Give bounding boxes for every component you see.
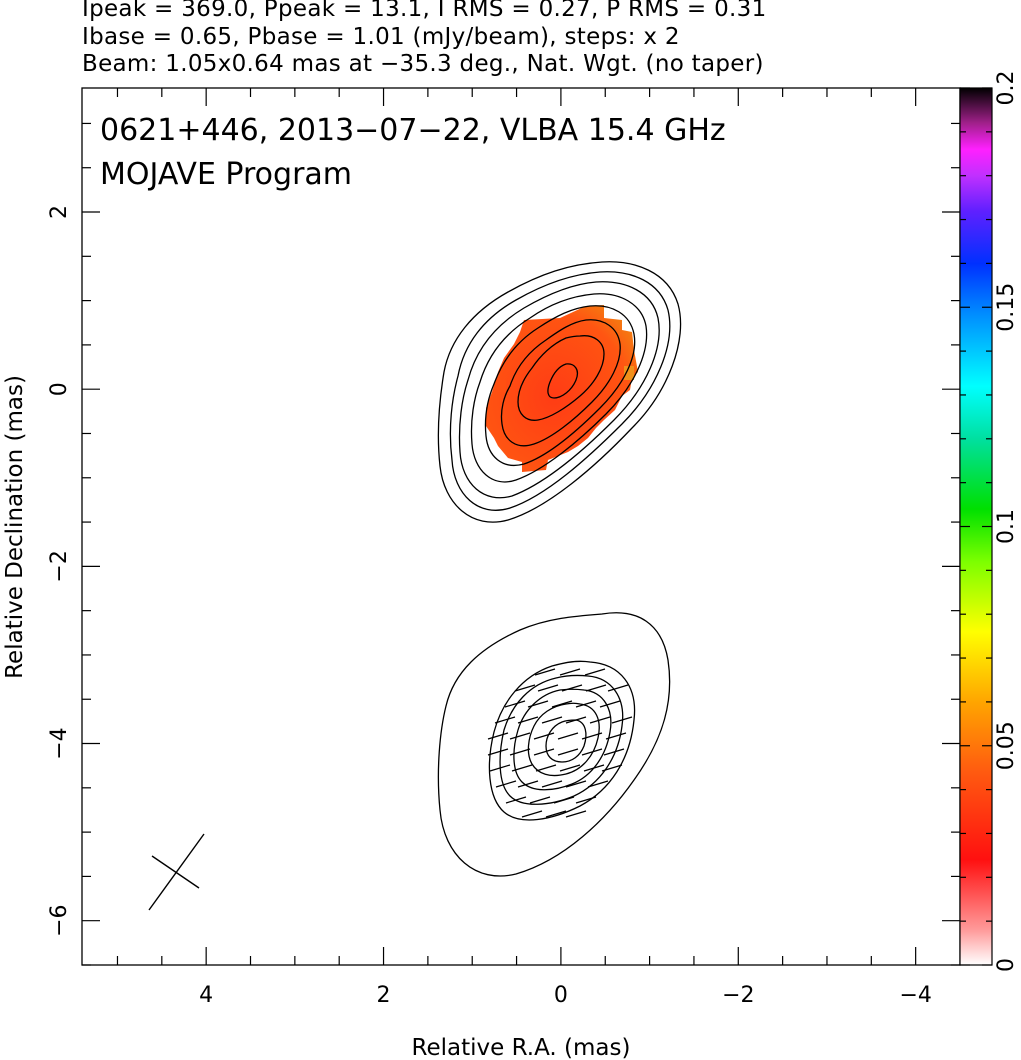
evpa-vector	[514, 684, 536, 692]
plot-frame	[81, 87, 961, 966]
plot-title-line2: MOJAVE Program	[100, 157, 352, 192]
evpa-vector	[509, 748, 531, 756]
map-layer	[148, 261, 682, 911]
x-axis-title: Relative R.A. (mas)	[412, 1035, 631, 1060]
evpa-vector	[583, 764, 605, 772]
evpa-vector	[535, 764, 557, 772]
evpa-vector	[534, 668, 556, 676]
evpa-vector	[605, 732, 627, 740]
evpa-vector	[557, 748, 579, 756]
evpa-vector	[565, 810, 587, 818]
evpa-vector	[611, 716, 633, 724]
y-tick-label: −2	[47, 550, 72, 582]
y-tick-label: 2	[47, 205, 72, 219]
evpa-vector	[561, 684, 583, 692]
evpa-vector	[599, 700, 621, 708]
evpa-vector	[575, 796, 597, 804]
evpa-vector	[509, 732, 531, 740]
evpa-vector	[585, 684, 607, 692]
evpa-vector	[537, 684, 559, 692]
evpa-vector	[521, 810, 543, 818]
evpa-vector	[517, 716, 539, 724]
evpa-vector	[527, 700, 549, 708]
x-tick-label: −2	[722, 983, 754, 1008]
evpa-vector	[517, 780, 539, 788]
evpa-vector	[533, 732, 555, 740]
evpa-vector	[541, 780, 563, 788]
evpa-vector	[607, 684, 629, 692]
evpa-vector	[529, 796, 551, 804]
evpa-vector	[581, 732, 603, 740]
evpa-vector	[511, 764, 533, 772]
y-tick-label: 0	[47, 382, 72, 396]
evpa-vector	[559, 668, 581, 676]
evpa-vector	[505, 796, 527, 804]
evpa-vector	[589, 716, 611, 724]
core-contours	[437, 261, 682, 523]
evpa-vector	[565, 780, 587, 788]
jet-contours	[437, 612, 671, 877]
colorbar-tick-label: 0.1	[994, 509, 1019, 544]
y-axis-title: Relative Declination (mas)	[2, 375, 28, 679]
header-line-beam: Beam: 1.05x0.64 mas at −35.3 deg., Nat. …	[82, 51, 764, 77]
evpa-vector	[557, 732, 579, 740]
evpa-vector	[551, 700, 573, 708]
colorbar-tick-label: 0	[994, 958, 1019, 972]
header-line-base: Ibase = 0.65, Pbase = 1.01 (mJy/beam), s…	[82, 24, 680, 50]
colorbar-tick-labels: 0 0.05 0.1 0.15 0.2	[994, 71, 1019, 973]
colorbar-tick-label: 0.15	[994, 283, 1019, 332]
y-tick-label: −6	[47, 904, 72, 936]
evpa-vector	[575, 700, 597, 708]
evpa-vector	[601, 764, 623, 772]
evpa-vector	[553, 796, 575, 804]
colorbar-tick-label: 0.05	[994, 721, 1019, 770]
evpa-vector	[603, 748, 625, 756]
evpa-vector	[504, 700, 526, 708]
plot-title-line1: 0621+446, 2013−07−22, VLBA 15.4 GHz	[100, 113, 726, 148]
beam-cross	[148, 833, 205, 911]
axis-tick-labels: 4 2 0 −2 −4 −6 −4 −2 0 2	[47, 205, 932, 1008]
colorbar-tick-label: 0.2	[994, 71, 1019, 106]
x-tick-label: 0	[554, 983, 568, 1008]
evpa-vector	[584, 668, 606, 676]
evpa-vector	[559, 764, 581, 772]
header-line-peak: Ipeak = 369.0, Ppeak = 13.1, I RMS = 0.2…	[82, 0, 767, 22]
pol-intensity-map	[486, 305, 638, 472]
evpa-vector	[545, 810, 567, 818]
evpa-vector	[494, 716, 516, 724]
evpa-vector	[495, 780, 517, 788]
colorbar-ticks	[960, 87, 992, 966]
evpa-vector	[489, 764, 511, 772]
evpa-vector	[533, 748, 555, 756]
evpa-vectors	[487, 668, 633, 818]
evpa-vector	[487, 748, 509, 756]
axis-ticks	[82, 88, 960, 966]
evpa-vector	[541, 716, 563, 724]
x-tick-label: 2	[377, 983, 391, 1008]
evpa-vector	[487, 732, 509, 740]
x-tick-label: −4	[899, 983, 931, 1008]
evpa-vector	[565, 716, 587, 724]
y-tick-label: −4	[47, 727, 72, 759]
x-tick-label: 4	[199, 983, 213, 1008]
evpa-vector	[581, 748, 603, 756]
evpa-vector	[587, 780, 609, 788]
